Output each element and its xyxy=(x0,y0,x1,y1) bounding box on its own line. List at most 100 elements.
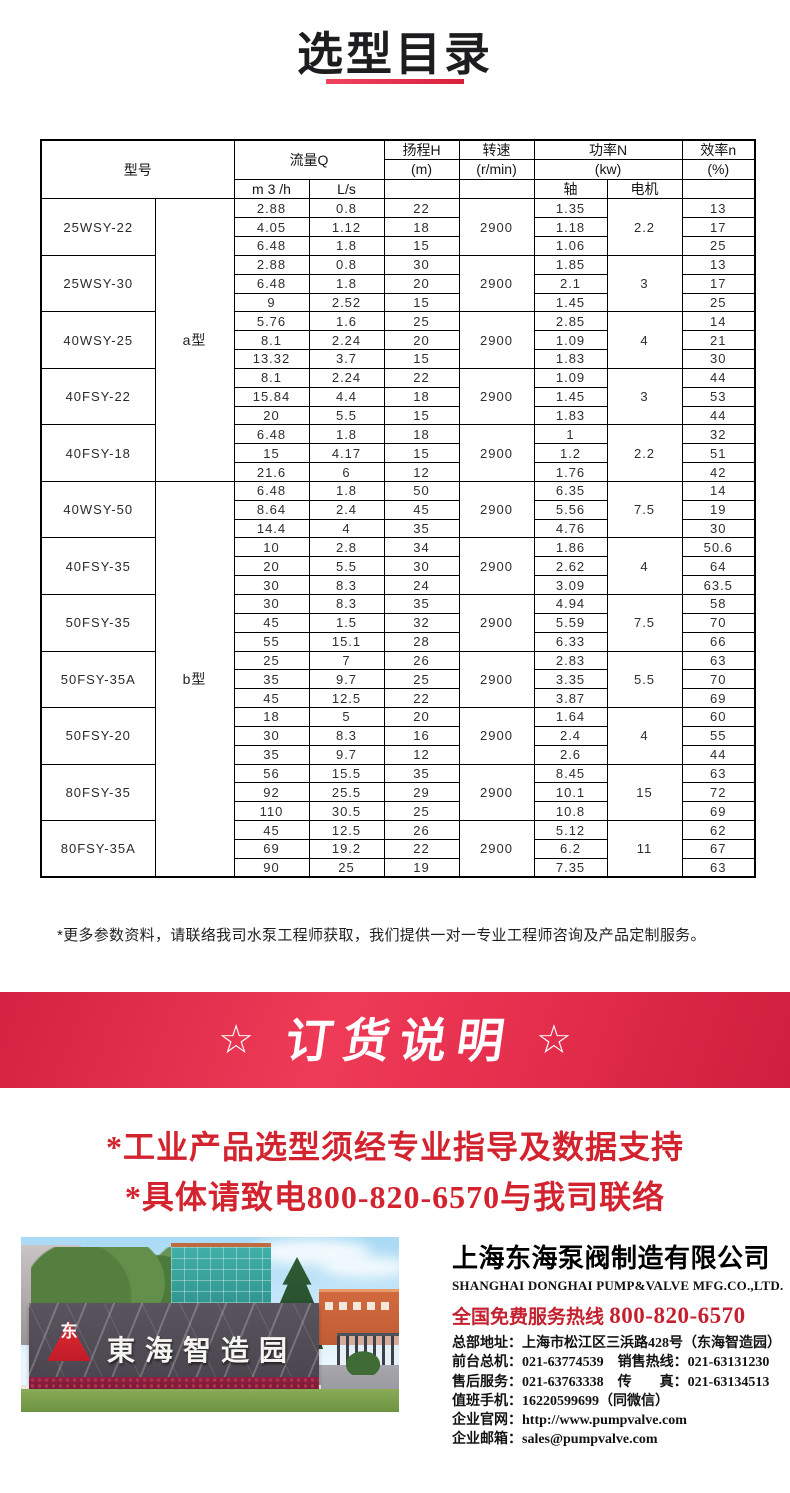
cell-flow-m3h: 6.48 xyxy=(233,480,310,501)
contact-value: 021-63131230 xyxy=(687,1355,770,1371)
cell-efficiency: 13 xyxy=(681,198,756,219)
cell-shaft-power: 1.2 xyxy=(533,443,608,464)
contact-line: 企业邮箱：sales@pumpvalve.com xyxy=(452,1430,784,1449)
cell-head: 26 xyxy=(383,650,460,671)
cell-head: 22 xyxy=(383,838,460,859)
cell-flow-m3h: 9 xyxy=(233,292,310,313)
cell-head: 25 xyxy=(383,669,460,690)
cell-shaft-power: 1.83 xyxy=(533,349,608,369)
cell-flow-m3h: 2.88 xyxy=(233,198,310,219)
spec-row: 90 25 19 7.35 63 xyxy=(41,857,756,878)
cell-flow-m3h: 6.48 xyxy=(233,273,310,294)
cell-flow-ls: 1.8 xyxy=(308,424,385,445)
cell-flow-ls: 2.24 xyxy=(308,367,385,388)
service-hotline: 全国免费服务热线 800-820-6570 xyxy=(452,1302,784,1329)
contact-lines: 总部地址：上海市松江区三浜路428号（东海智造园） 前台总机：021-637745… xyxy=(452,1334,784,1450)
cell-head: 18 xyxy=(383,386,460,407)
header-head: 扬程H xyxy=(383,139,460,161)
header-efficiency: 效率n xyxy=(681,139,756,161)
cell-motor-power: 4 xyxy=(606,311,683,369)
spec-row: 30 8.3 24 3.09 63.5 xyxy=(41,575,756,595)
cell-head: 20 xyxy=(383,330,460,351)
contact-label: 值班手机： xyxy=(452,1393,522,1409)
cell-shaft-power: 1.76 xyxy=(533,462,608,482)
spec-row: 45 1.5 32 5.59 70 xyxy=(41,612,756,633)
spec-table-head: 型号 流量Q 扬程H 转速 功率N 效率n (m) (r/min) (kw) (… xyxy=(40,139,756,200)
cell-shaft-power: 3.09 xyxy=(533,575,608,595)
cell-flow-ls: 2.24 xyxy=(308,330,385,351)
cell-flow-m3h: 90 xyxy=(233,857,310,878)
contact-label: 销售热线： xyxy=(617,1355,688,1371)
spec-row: 40FSY-22 8.1 2.24 22 2900 1.09 3 44 xyxy=(40,367,756,426)
cell-flow-m3h: 5.76 xyxy=(233,311,310,332)
page-title: 选型目录 xyxy=(297,28,493,80)
cell-head: 12 xyxy=(383,744,460,765)
cell-motor-power: 3 xyxy=(606,367,683,426)
cell-flow-ls: 25.5 xyxy=(308,782,385,803)
cell-motor-power: 7.5 xyxy=(606,594,683,652)
hotline-label: 全国免费服务热线 xyxy=(452,1307,605,1328)
cell-head: 30 xyxy=(383,254,460,275)
contact-value: 021-63763338 xyxy=(522,1374,604,1390)
cell-efficiency: 19 xyxy=(681,499,756,520)
cell-shaft-power: 1.09 xyxy=(533,330,608,351)
spec-row: 20 5.5 15 1.83 44 xyxy=(41,405,756,426)
spec-row: 50FSY-35A 25 7 26 2900 2.83 5.5 63 xyxy=(40,650,756,709)
cell-motor-power: 5.5 xyxy=(606,650,683,709)
header-head-unit: (m) xyxy=(383,159,460,180)
contact-value: 021-63134513 xyxy=(687,1374,770,1390)
cell-efficiency: 30 xyxy=(681,349,756,369)
cell-efficiency: 70 xyxy=(681,612,756,633)
cell-shaft-power: 1.45 xyxy=(533,386,608,407)
contact-label: 传 真： xyxy=(617,1374,688,1390)
spec-row: 15.84 4.4 18 1.45 53 xyxy=(41,386,756,407)
spec-row: 25WSY-22 a型 2.88 0.8 22 2900 1.35 2.2 13 xyxy=(40,198,756,482)
company-logo-glyph: 东 xyxy=(60,1322,78,1341)
company-info: 上海东海泵阀制造有限公司 SHANGHAI DONGHAI PUMP&VALVE… xyxy=(452,1238,784,1450)
cell-shaft-power: 2.4 xyxy=(533,725,608,746)
cell-efficiency: 66 xyxy=(681,631,756,652)
cell-flow-ls: 5 xyxy=(308,707,385,727)
bush xyxy=(343,1349,383,1375)
cell-shaft-power: 2.62 xyxy=(533,556,608,577)
cell-flow-m3h: 45 xyxy=(233,688,310,709)
cell-type-group: b型 xyxy=(154,480,235,878)
cell-efficiency: 25 xyxy=(681,235,756,256)
cell-efficiency: 30 xyxy=(681,518,756,539)
cell-head: 15 xyxy=(383,292,460,313)
spec-row: 13.32 3.7 15 1.83 30 xyxy=(41,349,756,369)
cell-shaft-power: 1.06 xyxy=(533,235,608,256)
spec-row: 50FSY-20 18 5 20 2900 1.64 4 60 xyxy=(40,707,756,765)
cell-flow-m3h: 21.6 xyxy=(233,462,310,482)
cell-efficiency: 70 xyxy=(681,669,756,690)
cell-speed: 2900 xyxy=(458,311,535,369)
cell-head: 35 xyxy=(383,518,460,539)
cell-flow-ls: 0.8 xyxy=(308,254,385,275)
header-speed: 转速 xyxy=(458,139,535,161)
cell-flow-m3h: 8.1 xyxy=(233,330,310,351)
cell-efficiency: 69 xyxy=(681,801,756,822)
header-power-unit: (kw) xyxy=(533,159,683,180)
cell-shaft-power: 3.35 xyxy=(533,669,608,690)
cell-shaft-power: 6.2 xyxy=(533,838,608,859)
cell-head: 12 xyxy=(383,462,460,482)
spec-row: 20 5.5 30 2.62 64 xyxy=(41,556,756,577)
cell-type-group: a型 xyxy=(154,198,235,482)
cell-flow-ls: 1.12 xyxy=(308,217,385,237)
cell-flow-ls: 8.3 xyxy=(308,725,385,746)
entrance-sign-wall: 东 東海智造园 xyxy=(29,1303,319,1383)
cell-flow-ls: 7 xyxy=(308,650,385,671)
cell-efficiency: 42 xyxy=(681,462,756,482)
cell-speed: 2900 xyxy=(458,367,535,426)
spec-table: 型号 流量Q 扬程H 转速 功率N 效率n (m) (r/min) (kw) (… xyxy=(40,139,757,879)
cell-shaft-power: 6.35 xyxy=(533,480,608,501)
cell-head: 50 xyxy=(383,480,460,501)
cell-head: 20 xyxy=(383,273,460,294)
cell-efficiency: 62 xyxy=(681,820,756,840)
spec-row: 14.4 4 35 4.76 30 xyxy=(41,518,756,539)
cell-motor-power: 4 xyxy=(606,537,683,595)
spec-row: 25WSY-30 2.88 0.8 30 2900 1.85 3 13 xyxy=(40,254,756,313)
header-flow-ls: L/s xyxy=(308,178,385,200)
cell-motor-power: 15 xyxy=(606,763,683,822)
